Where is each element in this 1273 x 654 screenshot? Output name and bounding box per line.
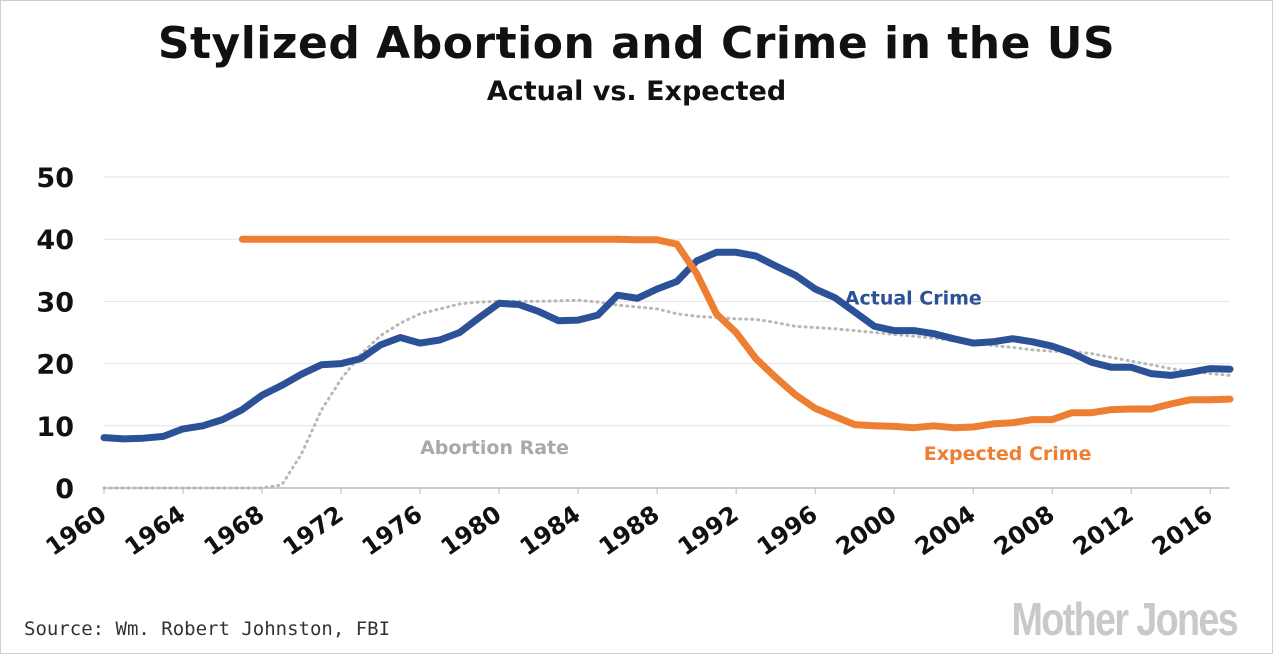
chart-subtitle: Actual vs. Expected [486, 76, 787, 107]
x-tick-label: 1960 [41, 500, 112, 561]
x-tick-label: 2000 [831, 500, 902, 561]
chart-title: Stylized Abortion and Crime in the US [157, 18, 1116, 69]
series-lines [100, 235, 1234, 490]
y-tick-label: 20 [36, 350, 74, 381]
series-line-expected-crime [238, 235, 1234, 432]
x-tick-label: 1988 [594, 500, 665, 561]
annotation-abortion-rate: Abortion Rate [420, 437, 569, 459]
series-line-actual-crime [100, 248, 1234, 443]
x-tick-label: 1976 [357, 500, 428, 561]
annotation-expected-crime: Expected Crime [924, 443, 1092, 465]
mother-jones-logo: Mother Jones [1011, 593, 1238, 645]
y-axis-labels: 0 10 20 30 40 50 [36, 163, 74, 505]
y-tick-label: 50 [36, 163, 74, 194]
y-tick-label: 0 [55, 474, 74, 505]
x-tick-label: 1984 [515, 500, 586, 561]
y-tick-label: 40 [36, 225, 74, 256]
x-tick-label: 1964 [120, 500, 191, 561]
y-tick-label: 30 [36, 287, 74, 318]
x-tick-label: 1992 [673, 500, 744, 561]
x-tick-label: 1996 [752, 500, 823, 561]
gridlines [103, 176, 1230, 494]
x-tick-label: 1972 [278, 500, 349, 561]
x-tick-label: 1968 [199, 500, 270, 561]
y-tick-label: 10 [36, 412, 74, 443]
source-note: Source: Wm. Robert Johnston, FBI [24, 618, 391, 640]
x-tick-label: 2008 [989, 500, 1060, 561]
x-axis-labels: 1960 1964 1968 1972 1976 1980 1984 1988 1992 1996… [41, 500, 1218, 561]
annotations: Actual Crime Expected Crime Abortion Rate [420, 288, 1091, 466]
annotation-actual-crime: Actual Crime [845, 288, 982, 310]
x-tick-label: 2012 [1068, 500, 1139, 561]
x-tick-label: 2004 [910, 500, 981, 561]
x-tick-label: 2016 [1147, 500, 1218, 561]
x-tick-label: 1980 [436, 500, 507, 561]
